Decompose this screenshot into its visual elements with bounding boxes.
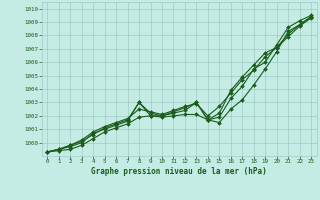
X-axis label: Graphe pression niveau de la mer (hPa): Graphe pression niveau de la mer (hPa) — [91, 167, 267, 176]
